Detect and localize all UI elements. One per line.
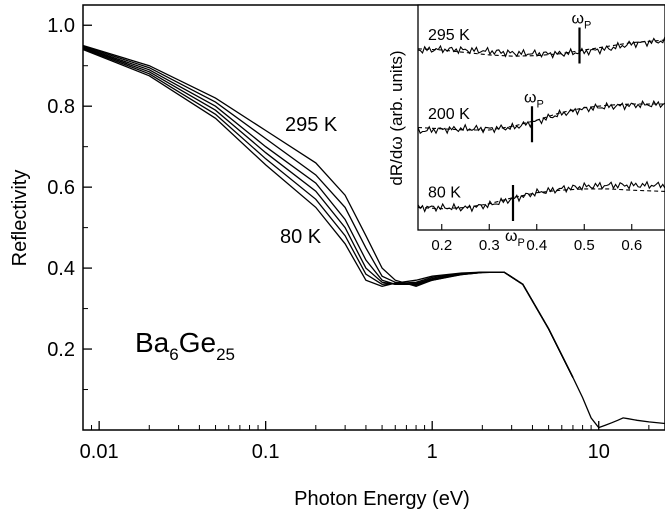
plasma-frequency-label: ωP bbox=[505, 228, 525, 249]
inset-axis-ticks bbox=[441, 224, 633, 230]
inset-derivative-curves: 295 K ωP 200 K ωP 80 K ωP bbox=[417, 11, 665, 249]
y-tick-label: 1.0 bbox=[47, 15, 75, 37]
main-reflectivity-curves bbox=[82, 44, 665, 429]
main-plot-frame bbox=[82, 4, 665, 431]
compound-element-1: Ba bbox=[135, 327, 170, 358]
plasma-frequency-label: ωP bbox=[572, 11, 592, 32]
inset-tick-labels: 0.2 0.3 0.4 0.5 0.6 bbox=[431, 237, 642, 254]
inset-temp-label: 200 K bbox=[428, 106, 470, 123]
y-tick-label: 0.6 bbox=[47, 177, 75, 199]
label-80k: 80 K bbox=[280, 226, 322, 248]
x-tick-label: 10 bbox=[588, 441, 610, 463]
x-tick-label: 0.1 bbox=[252, 441, 280, 463]
inset-y-axis-title: dR/dω (arb. units) bbox=[387, 50, 406, 185]
inset-measured-0 bbox=[417, 36, 665, 60]
x-tick-label: 0.01 bbox=[80, 441, 119, 463]
inset-background bbox=[418, 5, 665, 230]
inset-x-tick-label: 0.6 bbox=[621, 237, 642, 254]
inset-measured-1 bbox=[417, 99, 665, 135]
inset-x-tick-label: 0.3 bbox=[479, 237, 500, 254]
inset-temp-label: 295 K bbox=[428, 27, 470, 44]
inset-x-tick-label: 0.4 bbox=[526, 237, 547, 254]
label-295k: 295 K bbox=[285, 114, 338, 136]
y-axis-title: Reflectivity bbox=[9, 170, 31, 267]
inset-frame bbox=[417, 4, 665, 231]
reflectivity-curve-5 bbox=[82, 48, 574, 378]
inset-measured-2 bbox=[417, 180, 665, 213]
reflectivity-high-energy-tail bbox=[572, 377, 665, 429]
x-axis-title: Photon Energy (eV) bbox=[294, 488, 470, 510]
compound-formula: Ba6Ge25 bbox=[135, 327, 235, 364]
main-tick-labels: 0.01 0.1 1 10 0.2 0.4 0.6 0.8 1.0 bbox=[47, 15, 610, 463]
plasma-frequency-label: ωP bbox=[524, 89, 544, 110]
compound-subscript-1: 6 bbox=[169, 345, 178, 364]
inset-temp-label: 80 K bbox=[428, 185, 461, 202]
y-tick-label: 0.4 bbox=[47, 258, 75, 280]
compound-subscript-2: 25 bbox=[216, 345, 235, 364]
main-axis-ticks bbox=[82, 24, 650, 430]
y-tick-label: 0.2 bbox=[47, 339, 75, 361]
inset-x-tick-label: 0.5 bbox=[574, 237, 595, 254]
inset-x-tick-label: 0.2 bbox=[431, 237, 452, 254]
compound-element-2: Ge bbox=[179, 327, 216, 358]
x-tick-label: 1 bbox=[427, 441, 438, 463]
inset-fit-2 bbox=[417, 188, 665, 210]
y-tick-label: 0.8 bbox=[47, 96, 75, 118]
